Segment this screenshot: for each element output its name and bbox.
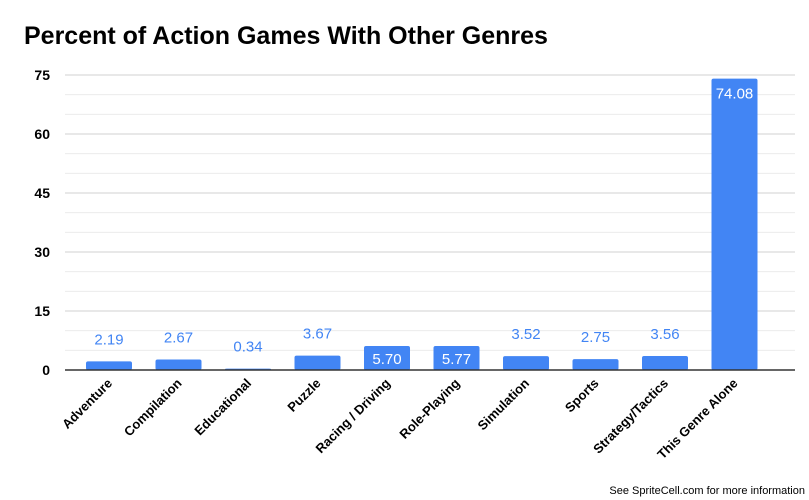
y-tick-label: 45	[34, 185, 50, 201]
data-label-box	[433, 346, 480, 370]
data-label: 5.70	[372, 351, 401, 368]
data-label: 3.52	[511, 326, 540, 343]
bar	[155, 359, 202, 370]
x-tick-label: Adventure	[59, 376, 115, 432]
x-tick-label: Sports	[562, 376, 602, 416]
x-tick-label: Simulation	[475, 375, 533, 433]
x-tick-label: Racing / Driving	[313, 375, 394, 456]
y-tick-label: 75	[34, 67, 50, 83]
x-tick-label: Educational	[191, 376, 254, 439]
bar	[711, 78, 758, 371]
x-tick-label: Compilation	[121, 375, 185, 439]
x-tick-label: Strategy/Tactics	[590, 376, 671, 457]
data-label: 0.34	[233, 339, 262, 356]
bar	[642, 355, 688, 370]
data-label: 3.56	[650, 326, 679, 343]
data-label: 74.08	[716, 86, 754, 103]
x-tick-label: Puzzle	[284, 376, 323, 415]
bar	[503, 356, 549, 370]
x-tick-label: Role-Playing	[396, 375, 462, 441]
bar	[86, 361, 132, 370]
data-label: 3.67	[303, 326, 332, 343]
data-label: 2.75	[581, 329, 610, 346]
data-label: 2.19	[94, 331, 123, 348]
bar	[572, 359, 619, 370]
data-label-box	[364, 346, 410, 370]
bar	[294, 355, 341, 370]
data-label: 5.77	[442, 351, 471, 368]
y-tick-label: 0	[42, 362, 50, 378]
chart-title: Percent of Action Games With Other Genre…	[24, 22, 548, 50]
footer-note: See SpriteCell.com for more information	[609, 485, 805, 497]
y-tick-label: 15	[34, 303, 50, 319]
y-tick-label: 30	[34, 244, 50, 260]
data-label: 2.67	[164, 329, 193, 346]
y-tick-label: 60	[34, 126, 50, 142]
